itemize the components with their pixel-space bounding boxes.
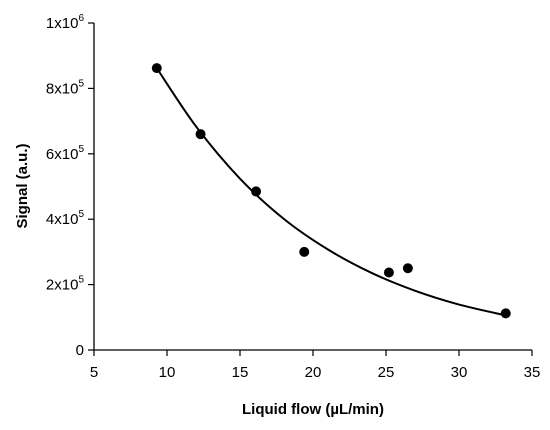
y-axis-title: Signal (a.u.) <box>14 143 31 228</box>
y-tick-label: 8x105 <box>46 78 85 97</box>
y-tick-mantissa: 0 <box>76 342 84 359</box>
x-axis-title: Liquid flow (µL/min) <box>242 401 384 418</box>
x-tick-label: 10 <box>159 364 176 381</box>
data-point <box>299 246 310 257</box>
y-tick-exponent: 6 <box>78 13 84 24</box>
y-tick-exponent: 5 <box>78 78 84 89</box>
data-point <box>402 263 413 274</box>
y-tick-exponent: 5 <box>78 209 84 220</box>
y-tick-label: 1x106 <box>46 13 85 32</box>
y-tick-label: 2x105 <box>46 275 85 294</box>
fit-curve <box>155 67 506 317</box>
y-tick-exponent: 5 <box>78 144 84 155</box>
x-tick-label: 20 <box>305 364 322 381</box>
y-tick-mantissa: 2x10 <box>46 277 79 294</box>
x-tick-label: 35 <box>524 364 541 381</box>
data-point <box>500 308 511 319</box>
x-ticks: 5 10 15 20 25 30 35 <box>90 350 541 381</box>
y-tick-mantissa: 6x10 <box>46 146 79 163</box>
x-tick-label: 30 <box>451 364 468 381</box>
fit-curve-layer <box>155 67 506 317</box>
y-tick-mantissa: 8x10 <box>46 80 79 97</box>
y-tick-label: 0 <box>76 342 84 359</box>
y-tick-label: 6x105 <box>46 144 85 163</box>
y-tick-mantissa: 1x10 <box>46 15 79 32</box>
data-point <box>383 267 394 278</box>
x-tick-label: 5 <box>90 364 98 381</box>
data-points-layer <box>151 63 511 319</box>
y-tick-label: 4x105 <box>46 209 85 228</box>
x-tick-label: 15 <box>232 364 249 381</box>
data-point <box>251 186 262 197</box>
x-tick-label: 25 <box>378 364 395 381</box>
data-point <box>151 63 162 74</box>
data-point <box>195 129 206 140</box>
y-tick-exponent: 5 <box>78 275 84 286</box>
y-tick-mantissa: 4x10 <box>46 211 79 228</box>
